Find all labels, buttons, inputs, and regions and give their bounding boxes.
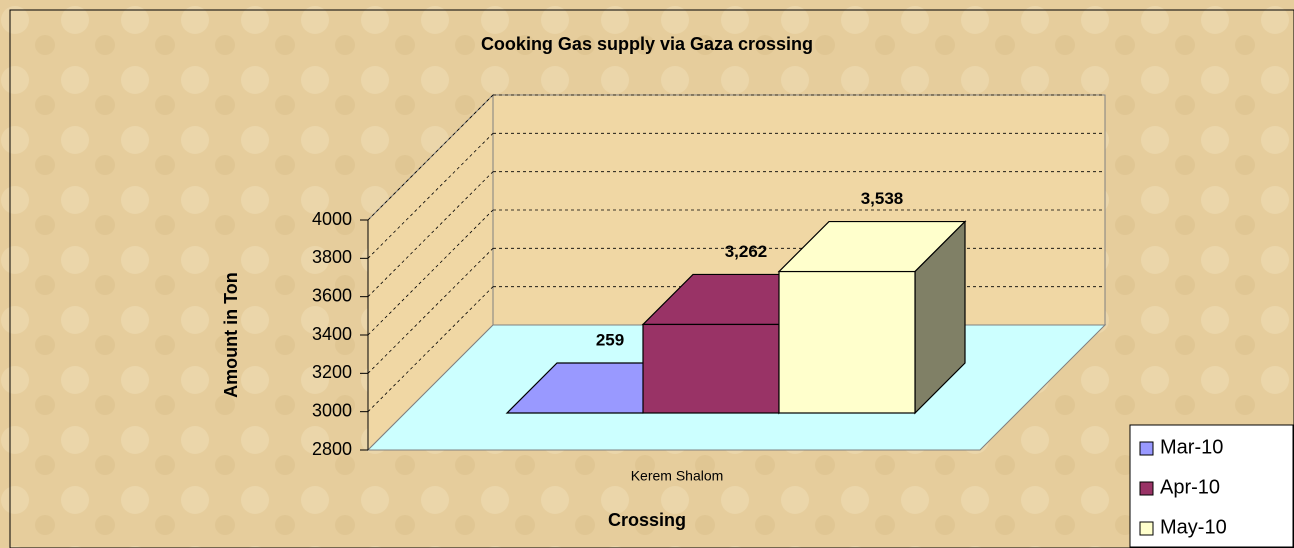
- data-label: 259: [596, 330, 624, 349]
- x-tick-label: Kerem Shalom: [631, 468, 724, 484]
- y-tick-label: 3400: [312, 324, 352, 344]
- legend: [1129, 424, 1294, 548]
- legend-swatch: [1139, 521, 1154, 536]
- chart-border: [9, 9, 1294, 548]
- x-axis-label: Crossing: [608, 510, 686, 530]
- legend-label: Mar-10: [1160, 436, 1223, 458]
- y-tick-label: 2800: [312, 439, 352, 459]
- data-label: 3,538: [861, 189, 904, 208]
- y-tick-label: 3000: [312, 400, 352, 420]
- legend-swatch: [1139, 481, 1154, 496]
- chart-title: Cooking Gas supply via Gaza crossing: [481, 34, 813, 54]
- y-tick-label: 4000: [312, 209, 352, 229]
- bar: [642, 323, 780, 414]
- legend-swatch: [1139, 441, 1154, 456]
- legend-label: May-10: [1160, 516, 1227, 538]
- y-tick-label: 3800: [312, 247, 352, 267]
- legend-label: Apr-10: [1160, 476, 1220, 498]
- y-axis-label: Amount in Ton: [221, 272, 241, 398]
- bar: [778, 270, 916, 414]
- y-tick-label: 3200: [312, 362, 352, 382]
- y-tick-label: 3600: [312, 285, 352, 305]
- data-label: 3,262: [725, 242, 768, 261]
